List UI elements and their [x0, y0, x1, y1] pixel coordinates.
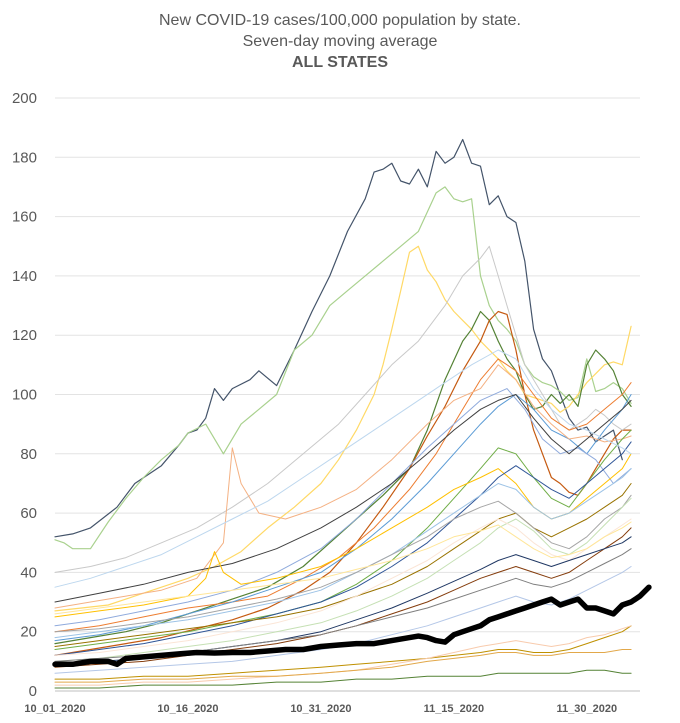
- series-line-state: [54, 138, 623, 538]
- chart-title-line-3: ALL STATES: [292, 54, 388, 71]
- series-line-state: [54, 566, 632, 674]
- y-tick-label: 20: [20, 624, 37, 641]
- series-line-state: [54, 518, 632, 656]
- series-line-state: [54, 349, 632, 588]
- gridlines: [55, 97, 640, 692]
- y-tick-label: 120: [12, 327, 37, 344]
- y-tick-label: 200: [12, 90, 37, 107]
- y-tick-label: 80: [20, 446, 37, 463]
- series-line-state: [54, 497, 632, 662]
- y-tick-label: 140: [12, 268, 37, 285]
- series-line-state: [54, 521, 632, 615]
- chart-title-line-1: New COVID-19 cases/100,000 population by…: [159, 12, 521, 29]
- series-line-state: [54, 494, 632, 633]
- series-line-state: [54, 669, 632, 689]
- series-line-state: [54, 649, 632, 683]
- y-tick-label: 40: [20, 564, 37, 581]
- y-tick-label: 160: [12, 209, 37, 226]
- x-tick-label: 10_16_2020: [157, 703, 218, 715]
- series-line-state: [54, 245, 632, 612]
- series-line-state: [54, 625, 632, 686]
- series-line-state: [54, 625, 632, 680]
- series-line-state: [54, 468, 632, 639]
- series-line-state: [54, 429, 632, 650]
- chart-title: New COVID-19 cases/100,000 population by…: [0, 10, 680, 73]
- y-tick-label: 60: [20, 505, 37, 522]
- y-tick-label: 180: [12, 149, 37, 166]
- x-tick-label: 11_30_2020: [557, 703, 618, 715]
- chart-title-line-2: Seven-day moving average: [242, 33, 438, 50]
- x-tick-label: 10_01_2020: [24, 703, 85, 715]
- series-line-state: [54, 364, 632, 609]
- x-tick-label: 10_31_2020: [290, 703, 351, 715]
- series-line-state: [54, 388, 632, 627]
- series-line-all-states: [52, 584, 652, 668]
- series-line-state: [54, 394, 632, 642]
- series-line-state: [54, 245, 632, 573]
- y-tick-label: 0: [29, 683, 37, 700]
- series-line-state: [54, 186, 632, 550]
- series-lines: [52, 138, 652, 689]
- x-axis-ticks: 10_01_2020 10_16_2020 10_31_2020 11_15_2020…: [24, 703, 617, 715]
- series-line-state: [54, 394, 632, 603]
- series-line-state: [54, 483, 632, 647]
- y-tick-label: 100: [12, 387, 37, 404]
- x-tick-label: 11_15_2020: [424, 703, 485, 715]
- series-line-state: [54, 310, 632, 645]
- y-axis-ticks: 0 20 40 60 80 100 120 140 160 180 200: [12, 90, 37, 700]
